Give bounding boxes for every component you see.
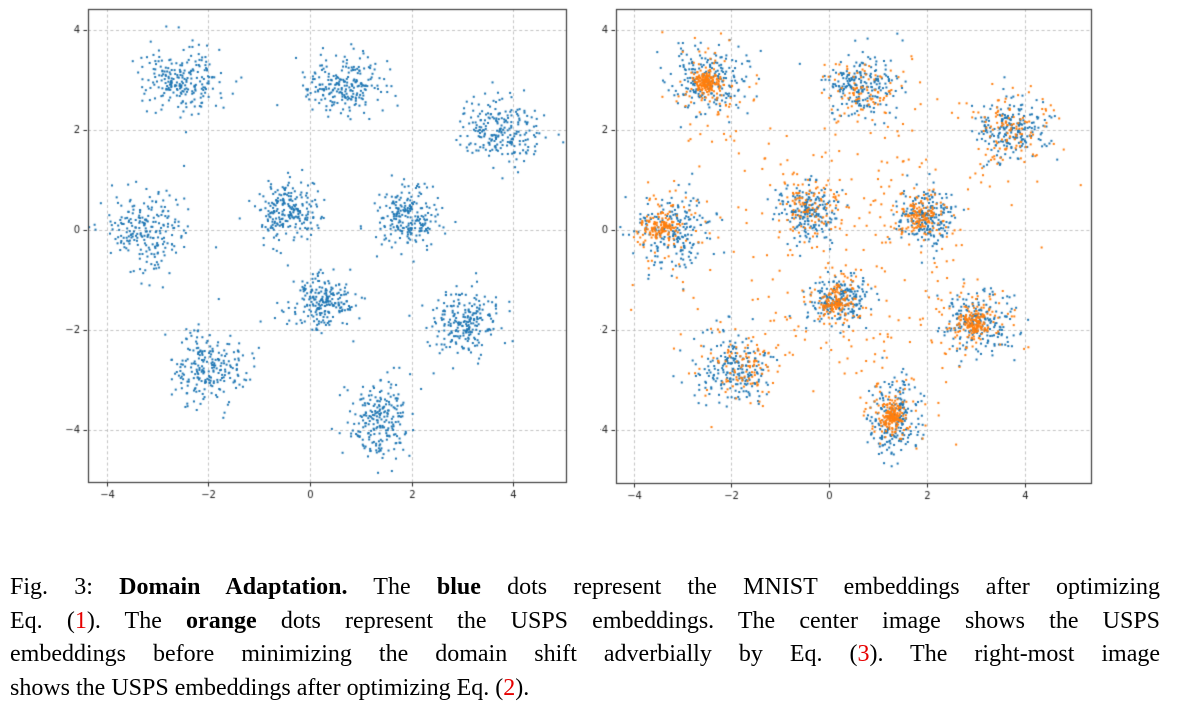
- equation-reference: 2: [503, 674, 516, 701]
- caption-line: Eq. (1). The orange dots represent the U…: [10, 605, 1160, 639]
- caption-text-segment: Eq. (: [10, 607, 75, 634]
- caption-line: shows the USPS embeddings after optimizi…: [10, 672, 1160, 706]
- caption-line: embeddings before minimizing the domain …: [10, 638, 1160, 672]
- caption-text-segment: The: [347, 574, 437, 600]
- figure-caption: Fig. 3: Domain Adaptation. The blue dots…: [10, 571, 1160, 705]
- caption-text-segment: dots represent the MNIST embeddings afte…: [480, 574, 1160, 600]
- caption-text-segment: orange: [186, 607, 257, 634]
- equation-reference: 3: [857, 641, 870, 668]
- left-scatter-plot: [0, 0, 600, 520]
- caption-text-segment: blue: [436, 574, 481, 600]
- caption-text-segment: ). The right-most image: [869, 641, 1161, 668]
- caption-text-segment: ).: [515, 674, 530, 701]
- right-scatter-plot: [600, 0, 1179, 520]
- caption-text-segment: shows the USPS embeddings after optimizi…: [10, 674, 504, 701]
- caption-text-segment: dots represent the USPS embeddings. The …: [256, 607, 1161, 634]
- equation-reference: 1: [74, 607, 87, 634]
- caption-text-segment: Fig. 3:: [10, 574, 120, 600]
- caption-text-segment: ). The: [86, 607, 187, 634]
- caption-text-segment: Domain Adaptation.: [119, 574, 348, 600]
- caption-line: Fig. 3: Domain Adaptation. The blue dots…: [10, 571, 1160, 605]
- caption-text-segment: embeddings before minimizing the domain …: [10, 641, 858, 668]
